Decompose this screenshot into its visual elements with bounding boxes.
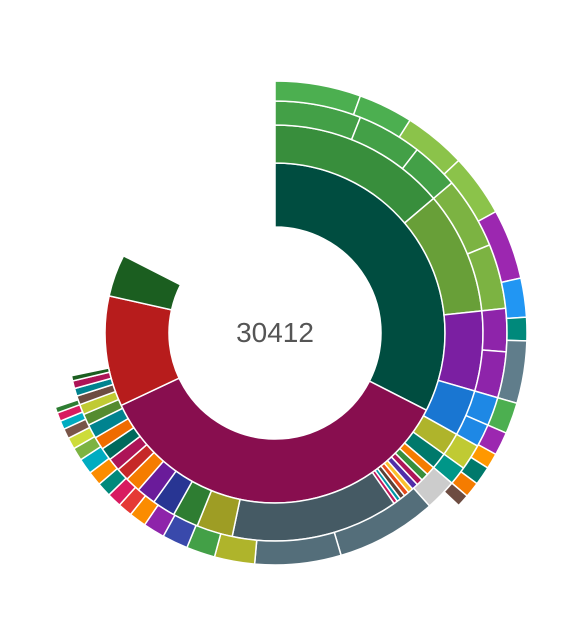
- sunburst-arc-ring2-31[interactable]: [70, 367, 111, 382]
- sunburst-arc-ring3-29[interactable]: [54, 398, 81, 414]
- sunburst-arc-ring4-13[interactable]: [443, 482, 469, 507]
- sunburst-arcs: [54, 80, 528, 566]
- sunburst-arc-ring4-6[interactable]: [505, 316, 528, 342]
- center-total-label: 30412: [236, 317, 314, 348]
- sunburst-arc-ring2-2[interactable]: [437, 309, 484, 392]
- sunburst-arc-ring1-3[interactable]: [108, 254, 182, 311]
- sunburst-arc-ring3-5[interactable]: [480, 307, 508, 353]
